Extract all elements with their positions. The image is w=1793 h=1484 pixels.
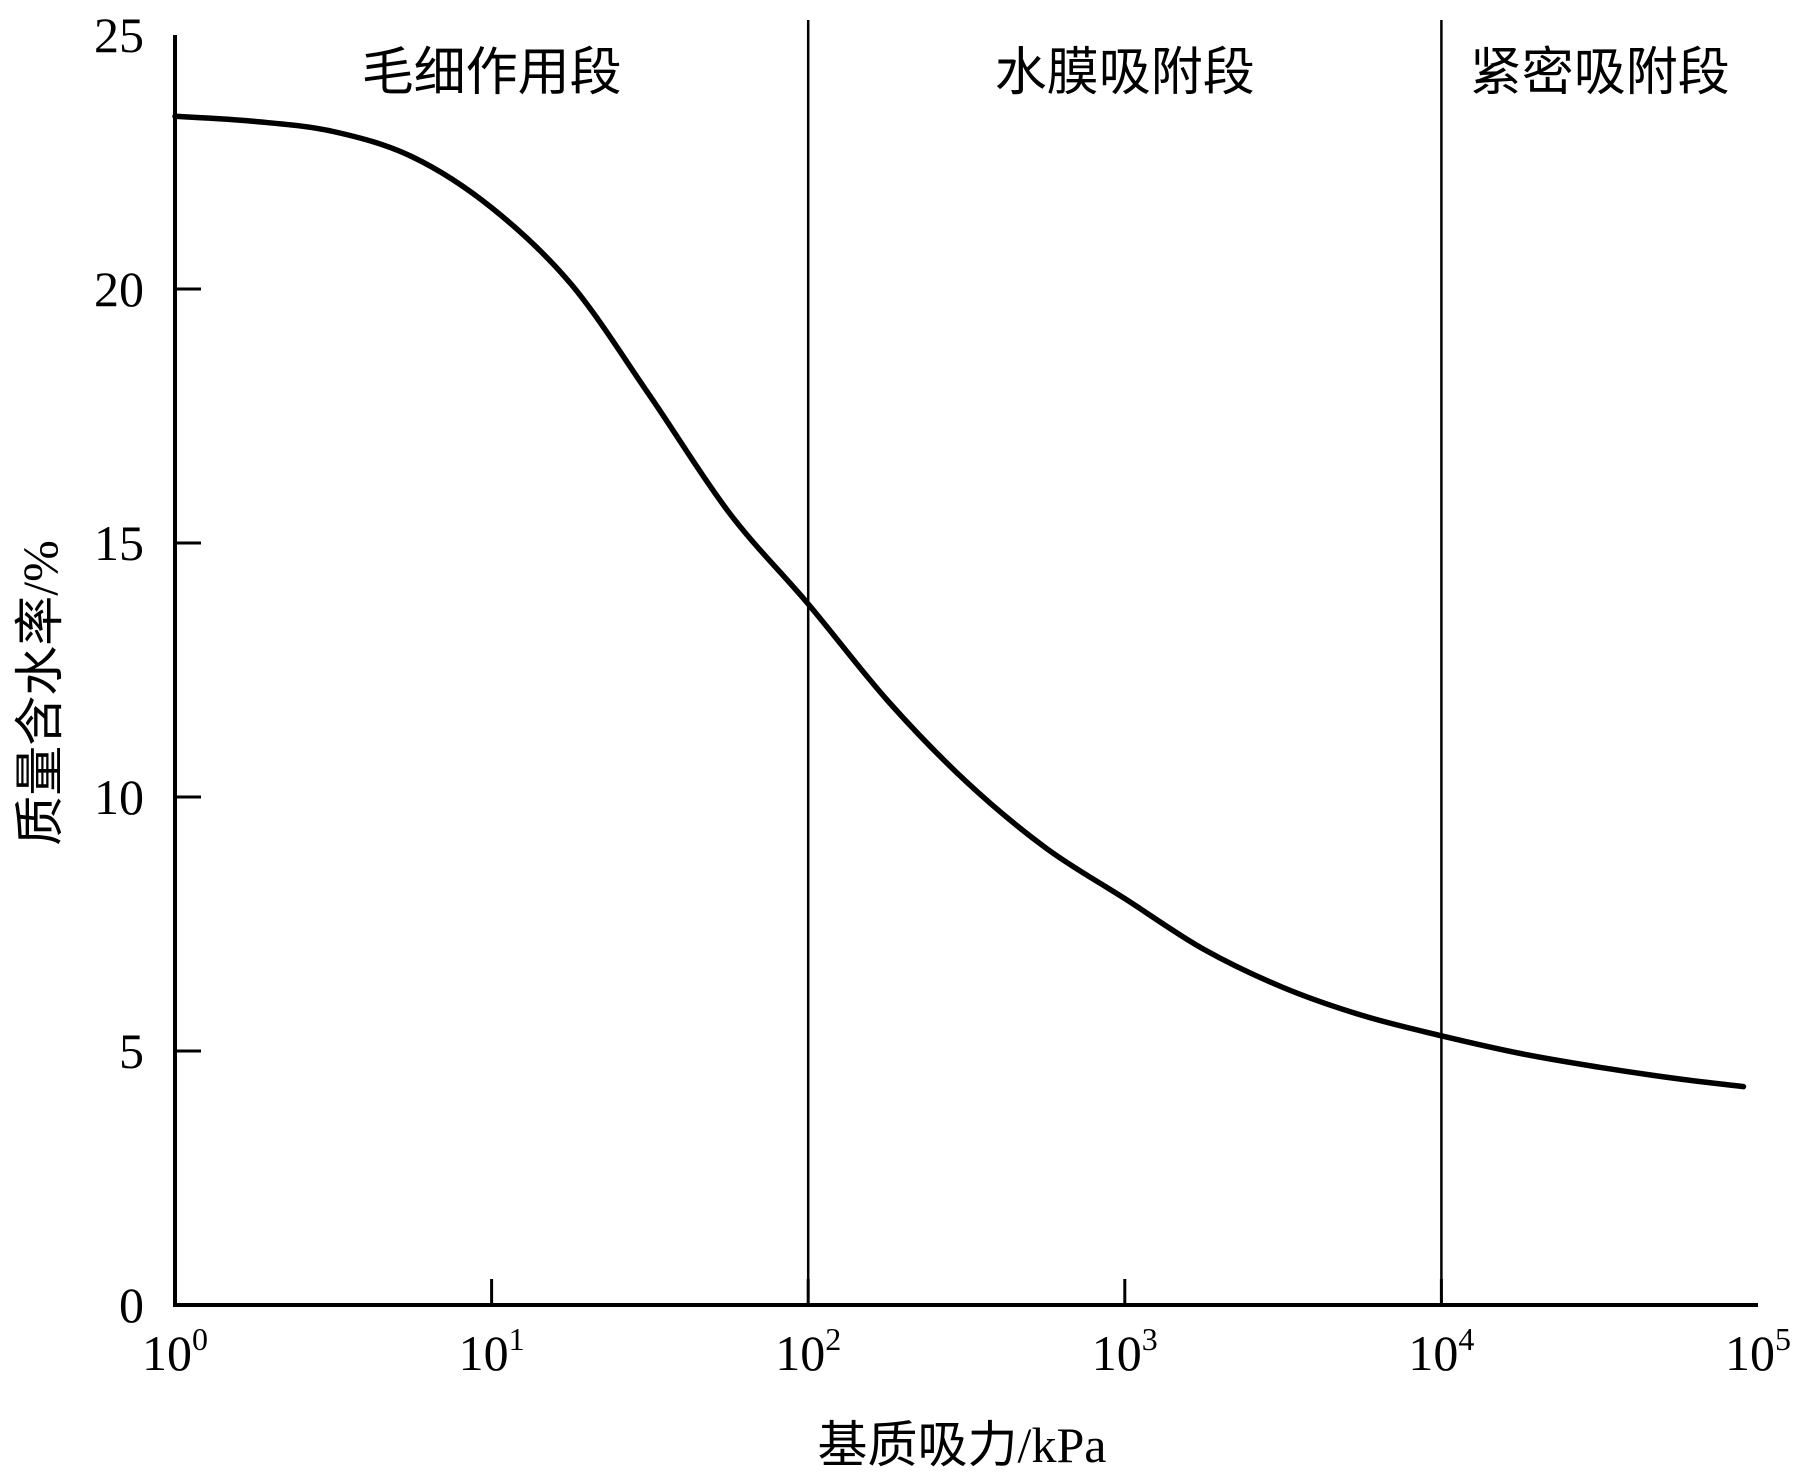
- x-tick-label: 101: [459, 1321, 525, 1381]
- region-label: 紧密吸附段: [1470, 45, 1730, 102]
- region-label: 水膜吸附段: [995, 45, 1255, 102]
- plot-series: [172, 113, 1747, 1090]
- y-axis-label: 质量含水率/%: [12, 540, 68, 846]
- y-tick-label: 20: [94, 261, 144, 317]
- x-tick-label: 103: [1092, 1321, 1158, 1381]
- y-tick-label: 5: [119, 1023, 144, 1079]
- series-line: [172, 113, 1747, 1090]
- x-tick-label: 100: [142, 1321, 208, 1381]
- x-tick-label: 102: [775, 1321, 841, 1381]
- y-axis-ticks: 0 5 10 15 20 25: [94, 7, 201, 1333]
- region-labels: 毛细作用段 水膜吸附段 紧密吸附段: [362, 45, 1730, 102]
- region-label: 毛细作用段: [362, 45, 622, 102]
- x-tick-label: 105: [1725, 1321, 1791, 1381]
- x-tick-label: 104: [1408, 1321, 1474, 1381]
- y-tick-label: 15: [94, 515, 144, 571]
- region-dividers: [806, 20, 1443, 1305]
- y-tick-label: 25: [94, 7, 144, 63]
- y-tick-label: 10: [94, 769, 144, 825]
- y-tick-label: 0: [119, 1277, 144, 1333]
- axes: [173, 35, 1758, 1307]
- x-axis-label: 基质吸力/kPa: [818, 1417, 1107, 1473]
- x-axis-ticks: 100 101 102 103 104 105: [142, 1279, 1791, 1381]
